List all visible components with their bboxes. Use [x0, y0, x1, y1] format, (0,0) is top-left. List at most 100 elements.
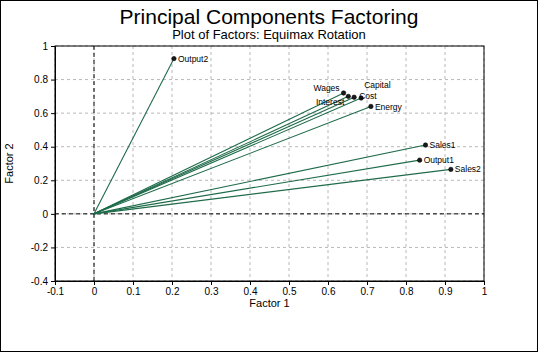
tick: -0.2	[31, 242, 55, 253]
grid-line-y	[55, 79, 484, 80]
tick-label: 0.1	[127, 286, 141, 297]
tick-label: 0.3	[205, 286, 219, 297]
tick-mark	[406, 281, 407, 285]
vector	[94, 106, 371, 213]
tick: -0.1	[47, 281, 65, 297]
tick: 1	[42, 41, 55, 52]
tick-mark	[51, 113, 55, 114]
tick: 0.6	[34, 108, 55, 119]
tick-label: -0.2	[31, 242, 49, 253]
tick: 0.6	[322, 281, 336, 297]
point-label: Energy	[375, 102, 403, 112]
tick-label: 0	[42, 209, 48, 220]
x-axis: -0.1 0 0.1 0.2 0.3 0.4 0.5 0.6 0.7 0.8 0.9 1	[47, 281, 488, 297]
tick-label: 0.5	[283, 286, 297, 297]
point-label: Wages	[313, 83, 339, 93]
grid-line-x	[94, 46, 95, 281]
grid-line-x	[172, 46, 173, 281]
tick-label: 0.6	[322, 286, 336, 297]
vector	[94, 169, 451, 213]
tick-mark	[94, 281, 95, 285]
grid-line-x	[133, 46, 134, 281]
vectors	[94, 56, 453, 213]
tick-label: -0.4	[31, 276, 49, 287]
point-label: Sales1	[430, 140, 456, 150]
grid-line-y	[55, 247, 484, 248]
point-labels: Output2 Wages Interest CostCapital Energy Sal…	[178, 54, 481, 175]
point-label: Cost	[359, 91, 377, 101]
tick-mark	[51, 180, 55, 181]
tick: -0.4	[31, 276, 55, 287]
tick-mark	[211, 281, 212, 285]
tick-mark	[328, 281, 329, 285]
y-axis-title: Factor 2	[3, 143, 15, 183]
tick-label: 0.8	[400, 286, 414, 297]
point	[423, 143, 427, 147]
tick-label: -0.1	[47, 286, 65, 297]
tick: 0.8	[34, 74, 55, 85]
vector	[94, 93, 344, 214]
tick-mark	[289, 281, 290, 285]
point-label: Interest	[316, 97, 345, 107]
tick-label: 1	[482, 286, 488, 297]
plot-frame	[55, 46, 484, 281]
grid-line-y	[55, 213, 484, 214]
tick-label: 0.9	[439, 286, 453, 297]
tick: 0.4	[34, 141, 55, 152]
tick-mark	[133, 281, 134, 285]
point	[172, 56, 176, 60]
tick-mark	[367, 281, 368, 285]
tick-label: 0.4	[244, 286, 258, 297]
grid-line-x	[289, 46, 290, 281]
subtitle: Plot of Factors: Equimax Rotation	[172, 27, 366, 42]
point	[352, 95, 356, 99]
point-label: Output2	[178, 54, 209, 64]
tick: 0.1	[127, 281, 141, 297]
zero-line-y	[55, 213, 484, 214]
tick-mark	[51, 281, 55, 282]
tick: 0	[92, 281, 98, 297]
grid-line-x	[250, 46, 251, 281]
vector	[94, 145, 426, 214]
tick-label: 0.4	[34, 141, 48, 152]
tick-label: 0	[92, 286, 98, 297]
grid	[55, 46, 484, 281]
tick: 0.7	[361, 281, 375, 297]
point	[369, 104, 373, 108]
title: Principal Components Factoring	[120, 5, 419, 28]
tick: 0	[42, 209, 55, 220]
tick-mark	[484, 281, 485, 285]
tick: 0.9	[439, 281, 453, 297]
grid-line-x	[328, 46, 329, 281]
tick: 0.2	[166, 281, 180, 297]
tick: 0.4	[244, 281, 258, 297]
grid-line-y	[55, 113, 484, 114]
tick: 0.8	[400, 281, 414, 297]
tick-label: 0.8	[34, 74, 48, 85]
tick-mark	[51, 147, 55, 148]
grid-line-y	[55, 180, 484, 181]
x-axis-title: Factor 1	[249, 297, 289, 309]
y-axis: -0.4 -0.2 0 0.2 0.4 0.6 0.8 1	[31, 41, 56, 287]
tick: 1	[482, 281, 488, 297]
tick-mark	[51, 46, 55, 47]
tick-mark	[445, 281, 446, 285]
point-label: Output1	[424, 155, 455, 165]
tick: 0.3	[205, 281, 219, 297]
vector	[94, 59, 174, 214]
point	[449, 167, 453, 171]
outer-frame	[1, 1, 538, 352]
tick-mark	[51, 80, 55, 81]
tick-label: 1	[42, 41, 48, 52]
point	[417, 158, 421, 162]
point-label: Capital	[364, 80, 391, 90]
chart: Principal Components FactoringPlot of Fa…	[0, 0, 538, 352]
point	[346, 94, 350, 98]
grid-line-x	[406, 46, 407, 281]
vector	[94, 98, 361, 214]
tick-label: 0.2	[34, 175, 48, 186]
vector	[94, 160, 420, 214]
axis-line	[56, 282, 485, 286]
tick-label: 0.7	[361, 286, 375, 297]
point	[341, 91, 345, 95]
